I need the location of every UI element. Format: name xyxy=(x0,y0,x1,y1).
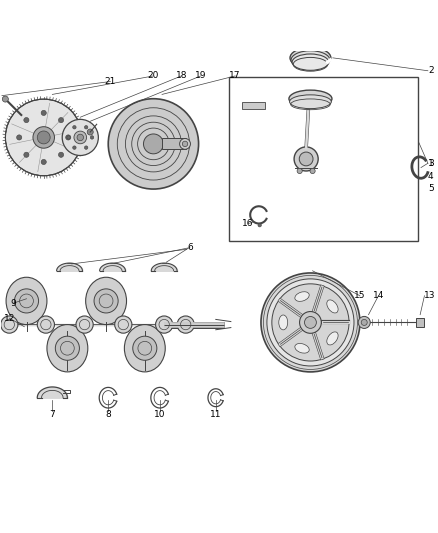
Circle shape xyxy=(67,136,70,139)
Ellipse shape xyxy=(327,332,338,345)
Text: 3: 3 xyxy=(428,159,434,168)
Circle shape xyxy=(258,223,261,227)
Ellipse shape xyxy=(47,325,88,372)
Text: 6: 6 xyxy=(187,243,193,252)
Circle shape xyxy=(94,289,118,313)
Text: 4: 4 xyxy=(428,172,434,181)
Circle shape xyxy=(85,146,88,149)
Circle shape xyxy=(5,99,82,176)
Text: 21: 21 xyxy=(105,77,116,86)
Ellipse shape xyxy=(292,54,329,70)
Circle shape xyxy=(66,135,71,140)
Text: 20: 20 xyxy=(148,71,159,80)
Circle shape xyxy=(41,159,46,165)
Ellipse shape xyxy=(6,277,47,325)
Text: 10: 10 xyxy=(154,409,166,418)
Circle shape xyxy=(37,131,50,144)
Text: 12: 12 xyxy=(4,313,15,322)
Bar xyxy=(162,139,187,149)
Circle shape xyxy=(1,316,18,333)
Circle shape xyxy=(144,134,163,154)
Circle shape xyxy=(361,319,367,326)
Circle shape xyxy=(297,168,302,174)
Circle shape xyxy=(17,135,22,140)
Ellipse shape xyxy=(290,47,331,68)
Ellipse shape xyxy=(124,325,165,372)
Circle shape xyxy=(73,126,76,129)
Circle shape xyxy=(76,316,93,333)
Ellipse shape xyxy=(327,300,338,313)
Text: 8: 8 xyxy=(106,409,111,418)
Circle shape xyxy=(294,147,318,171)
Circle shape xyxy=(14,289,39,313)
Circle shape xyxy=(133,336,157,360)
Circle shape xyxy=(155,316,173,333)
Ellipse shape xyxy=(295,292,309,301)
Circle shape xyxy=(115,316,132,333)
Circle shape xyxy=(85,126,88,129)
Ellipse shape xyxy=(295,343,309,353)
Circle shape xyxy=(55,336,79,360)
Circle shape xyxy=(58,117,64,123)
Ellipse shape xyxy=(289,90,332,107)
Ellipse shape xyxy=(86,277,127,325)
Text: 9: 9 xyxy=(11,298,17,308)
Circle shape xyxy=(267,279,354,366)
Circle shape xyxy=(304,317,316,328)
Text: 15: 15 xyxy=(354,291,366,300)
Circle shape xyxy=(24,152,29,157)
Text: 2: 2 xyxy=(428,66,434,75)
Circle shape xyxy=(300,312,321,333)
Circle shape xyxy=(41,110,46,116)
Text: 1: 1 xyxy=(428,159,434,168)
Circle shape xyxy=(108,99,198,189)
Circle shape xyxy=(33,127,54,148)
Circle shape xyxy=(182,141,188,147)
Text: 16: 16 xyxy=(242,219,254,228)
Circle shape xyxy=(62,119,99,156)
Circle shape xyxy=(24,117,29,123)
Text: 19: 19 xyxy=(195,71,206,80)
Bar xyxy=(416,318,424,327)
Text: 5: 5 xyxy=(428,184,434,193)
Circle shape xyxy=(180,139,191,149)
Ellipse shape xyxy=(291,51,330,69)
Circle shape xyxy=(58,152,64,157)
Text: 13: 13 xyxy=(424,291,436,300)
Circle shape xyxy=(87,129,93,135)
Circle shape xyxy=(310,168,315,174)
Text: 18: 18 xyxy=(176,71,187,80)
Bar xyxy=(229,77,418,241)
Text: 11: 11 xyxy=(210,409,222,418)
Circle shape xyxy=(90,136,94,139)
Text: 17: 17 xyxy=(230,71,241,80)
Circle shape xyxy=(299,152,313,166)
Circle shape xyxy=(177,316,194,333)
Circle shape xyxy=(73,146,76,149)
Circle shape xyxy=(272,284,349,361)
Text: 7: 7 xyxy=(49,409,55,418)
Circle shape xyxy=(37,316,54,333)
Text: 14: 14 xyxy=(373,291,384,300)
Circle shape xyxy=(74,131,87,144)
Ellipse shape xyxy=(290,95,331,109)
Circle shape xyxy=(358,317,370,328)
Bar xyxy=(242,102,265,109)
Circle shape xyxy=(261,273,360,372)
Ellipse shape xyxy=(279,315,288,330)
Circle shape xyxy=(77,134,84,141)
Circle shape xyxy=(2,96,8,102)
